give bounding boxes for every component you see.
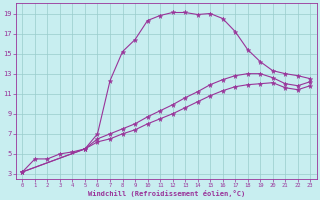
X-axis label: Windchill (Refroidissement éolien,°C): Windchill (Refroidissement éolien,°C) [88, 190, 245, 197]
